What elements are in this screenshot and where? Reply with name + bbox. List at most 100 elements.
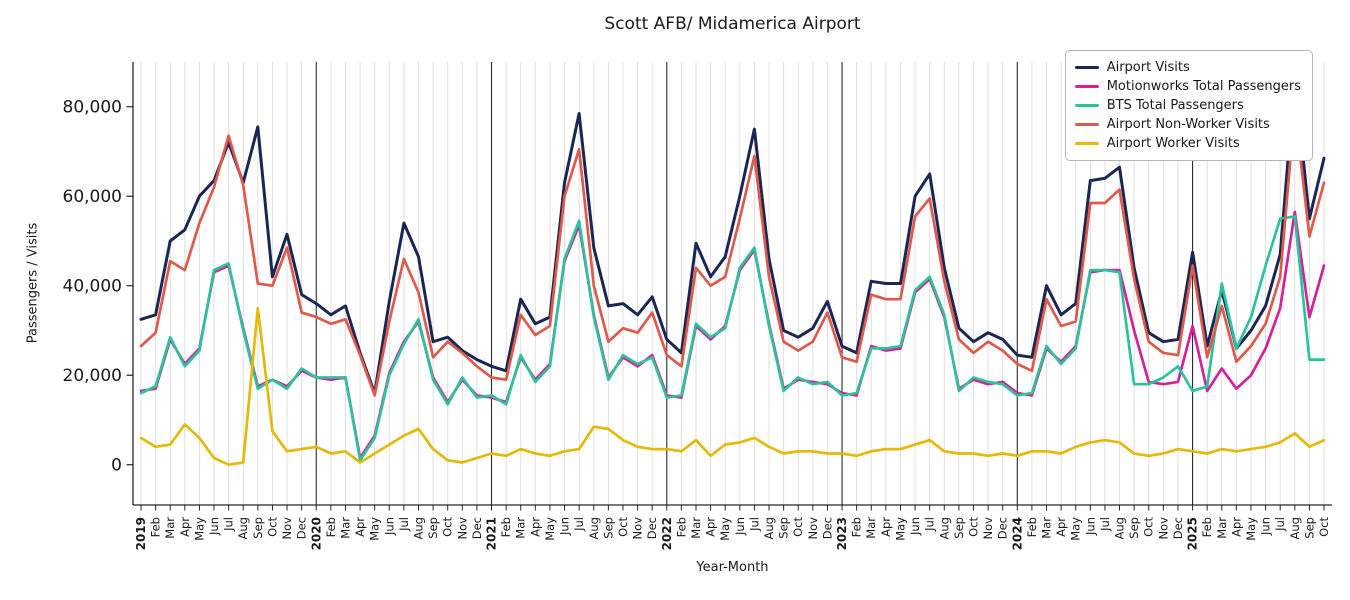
x-tick-label-month: Nov: [280, 517, 294, 540]
x-tick-label-month: Dec: [1171, 517, 1185, 539]
x-tick-label-month: Aug: [587, 517, 601, 539]
x-tick-label-month: Apr: [353, 517, 367, 537]
legend-label-airport-worker-visits: Airport Worker Visits: [1106, 136, 1240, 151]
x-tick-label-month: Oct: [1317, 517, 1331, 537]
x-tick-label-month: Apr: [704, 517, 718, 537]
x-tick-label-month: Jul: [222, 517, 236, 532]
x-tick-label-month: Jun: [382, 517, 396, 536]
x-tick-label-month: May: [368, 517, 382, 541]
x-tick-label-month: Sep: [251, 517, 265, 539]
legend-label-airport-non-worker-visits: Airport Non-Worker Visits: [1106, 117, 1270, 132]
y-tick-label: 0: [111, 456, 122, 476]
x-tick-label-month: May: [1069, 517, 1083, 541]
x-tick-label-month: Dec: [996, 517, 1010, 539]
x-tick-label-month: Sep: [1127, 517, 1141, 539]
x-tick-label-month: Nov: [981, 517, 995, 540]
legend-swatch-motionworks-total-passengers: [1074, 85, 1099, 88]
x-tick-label-month: Mar: [1040, 517, 1054, 539]
x-tick-label-month: Nov: [455, 517, 469, 540]
x-tick-label-month: Jul: [1273, 517, 1287, 532]
x-tick-label-month: Apr: [1229, 517, 1243, 537]
x-tick-label-year: 2020: [309, 517, 323, 550]
x-tick-label-month: Aug: [236, 517, 250, 539]
legend-label-motionworks-total-passengers: Motionworks Total Passengers: [1106, 79, 1301, 94]
legend-item-airport-visits: Airport Visits: [1074, 58, 1301, 77]
x-tick-label-month: Apr: [1054, 517, 1068, 537]
series-lines: [139, 76, 1326, 467]
x-tick-label-month: May: [1244, 517, 1258, 541]
x-tick-label-month: Jun: [733, 517, 747, 536]
x-tick-label-month: Apr: [528, 517, 542, 537]
legend-item-motionworks-total-passengers: Motionworks Total Passengers: [1074, 77, 1301, 96]
x-tick-label-month: Apr: [178, 517, 192, 537]
x-tick-labels: 2019 Feb Mar Apr May Jun Jul Aug Sep Oct Nov Dec 202…: [134, 517, 1331, 551]
x-tick-label-month: Feb: [499, 517, 513, 537]
legend-swatch-bts-total-passengers: [1074, 104, 1099, 107]
x-tick-label-year: 2019: [134, 517, 148, 550]
legend: Airport Visits Motionworks Total Passenge…: [1064, 50, 1313, 161]
legend-label-airport-visits: Airport Visits: [1106, 60, 1190, 75]
x-tick-label-month: Oct: [616, 517, 630, 537]
series-line-airport-non-worker-visits: [139, 107, 1326, 397]
x-tick-label-month: Apr: [879, 517, 893, 537]
y-tick-labels: 0 20,000 40,000 60,000 80,000: [63, 98, 122, 476]
x-tick-label-month: Jul: [923, 517, 937, 532]
x-tick-label-month: Feb: [1200, 517, 1214, 537]
x-tick-label-year: 2021: [485, 517, 499, 550]
legend-item-airport-worker-visits: Airport Worker Visits: [1074, 134, 1301, 153]
x-tick-label-month: Nov: [1156, 517, 1170, 540]
legend-label-bts-total-passengers: BTS Total Passengers: [1106, 98, 1244, 113]
x-tick-label-month: Jun: [1083, 517, 1097, 536]
x-tick-label-month: May: [718, 517, 732, 541]
y-tick-label: 60,000: [63, 187, 122, 207]
x-axis-label: Year-Month: [696, 560, 769, 575]
x-tick-label-month: Sep: [426, 517, 440, 539]
x-tick-label-month: Dec: [820, 517, 834, 539]
x-tick-label-month: May: [893, 517, 907, 541]
x-tick-label-year: 2023: [835, 517, 849, 550]
x-tick-label-month: Mar: [163, 517, 177, 539]
series-line-airport-visits: [139, 76, 1326, 395]
series-line-airport-worker-visits: [139, 306, 1326, 467]
x-tick-label-month: May: [192, 517, 206, 541]
axes: [126, 62, 1332, 511]
x-tick-label-month: Jun: [558, 517, 572, 536]
x-tick-label-month: Jun: [1259, 517, 1273, 536]
x-tick-label-month: Jul: [1098, 517, 1112, 532]
legend-item-airport-non-worker-visits: Airport Non-Worker Visits: [1074, 115, 1301, 134]
x-tick-label-year: 2025: [1186, 517, 1200, 550]
x-tick-label-month: Aug: [762, 517, 776, 539]
x-tick-label-month: Mar: [1215, 517, 1229, 539]
x-tick-label-month: Jul: [572, 517, 586, 532]
x-tick-label-month: Feb: [850, 517, 864, 537]
legend-swatch-airport-worker-visits: [1074, 142, 1099, 145]
x-tick-label-month: Feb: [324, 517, 338, 537]
x-tick-label-month: Feb: [674, 517, 688, 537]
x-tick-label-month: Dec: [295, 517, 309, 539]
x-tick-label-month: Mar: [514, 517, 528, 539]
x-tick-label-month: Jun: [207, 517, 221, 536]
x-tick-label-month: Oct: [966, 517, 980, 537]
x-tick-label-month: Feb: [1025, 517, 1039, 537]
legend-swatch-airport-non-worker-visits: [1074, 123, 1099, 126]
x-tick-label-month: Sep: [777, 517, 791, 539]
x-tick-label-month: May: [543, 517, 557, 541]
x-tick-label-month: Jul: [397, 517, 411, 532]
x-tick-label-month: Aug: [1113, 517, 1127, 539]
x-tick-label-month: Aug: [937, 517, 951, 539]
y-tick-label: 80,000: [63, 98, 122, 118]
x-tick-label-month: Dec: [470, 517, 484, 539]
x-tick-label-month: Mar: [864, 517, 878, 539]
y-axis-label: Passengers / Visits: [25, 222, 41, 344]
x-tick-label-month: Oct: [791, 517, 805, 537]
x-tick-label-month: Dec: [645, 517, 659, 539]
x-tick-label-month: Oct: [265, 517, 279, 537]
chart-title: Scott AFB/ Midamerica Airport: [604, 14, 861, 34]
legend-swatch-airport-visits: [1074, 66, 1099, 69]
x-tick-label-month: Sep: [1302, 517, 1316, 539]
legend-item-bts-total-passengers: BTS Total Passengers: [1074, 96, 1301, 115]
x-tick-label-month: Aug: [1288, 517, 1302, 539]
x-tick-label-year: 2024: [1010, 517, 1024, 550]
x-tick-label-month: Nov: [631, 517, 645, 540]
